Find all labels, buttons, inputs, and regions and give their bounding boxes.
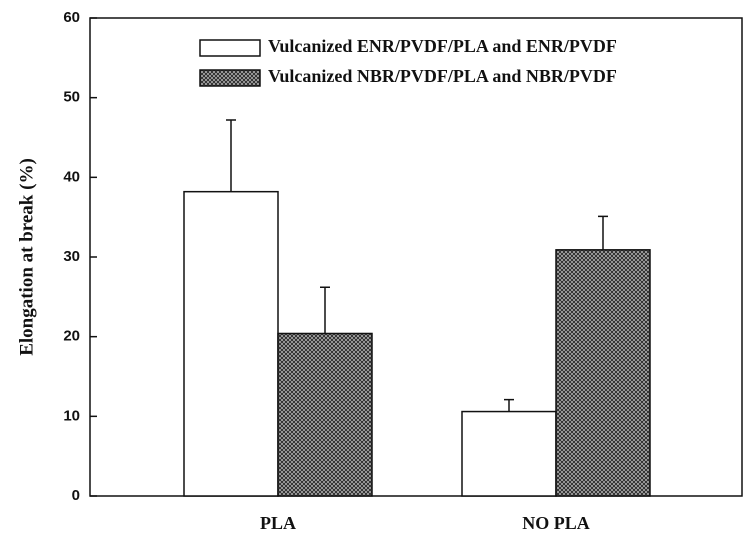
legend-label: Vulcanized ENR/PVDF/PLA and ENR/PVDF: [268, 36, 617, 56]
y-tick-label: 40: [63, 168, 80, 185]
error-bar: [504, 398, 514, 412]
error-bar: [598, 215, 608, 250]
legend-swatch: [199, 69, 261, 87]
y-tick-label: 20: [63, 328, 80, 345]
bar: [555, 249, 651, 497]
x-tick-label: NO PLA: [522, 513, 590, 533]
legend-swatch: [199, 39, 261, 57]
y-tick-label: 60: [63, 9, 80, 26]
y-tick-label: 10: [63, 407, 80, 424]
error-bar: [320, 286, 330, 334]
error-bar: [226, 119, 236, 192]
y-tick-label: 30: [63, 248, 80, 265]
legend-label: Vulcanized NBR/PVDF/PLA and NBR/PVDF: [268, 66, 617, 86]
bar: [461, 410, 557, 497]
bar: [183, 190, 279, 497]
bar: [277, 332, 373, 497]
y-tick-label: 0: [72, 487, 80, 504]
y-axis-label: Elongation at break (%): [16, 158, 37, 356]
y-tick-label: 50: [63, 89, 80, 106]
x-tick-label: PLA: [260, 513, 296, 533]
